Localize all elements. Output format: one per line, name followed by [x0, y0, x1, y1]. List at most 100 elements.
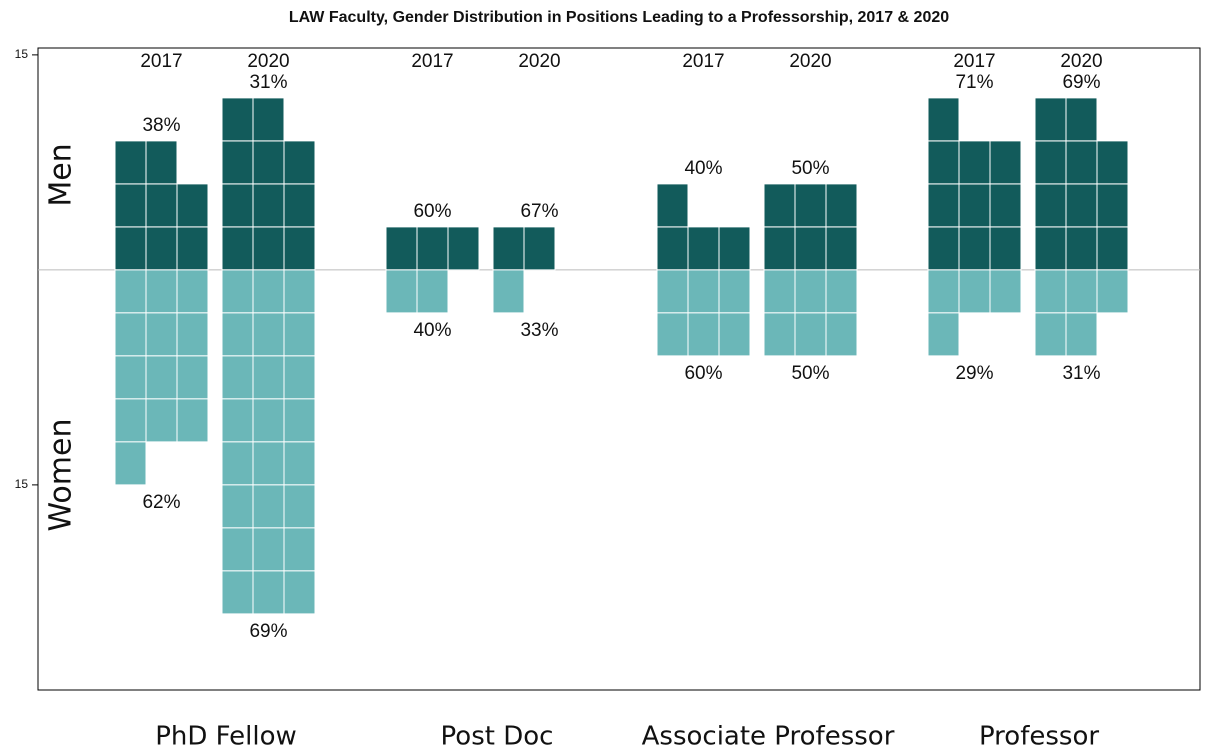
- waffle-cell: [989, 183, 1022, 228]
- waffle-cell: [718, 226, 751, 271]
- value-label: 71%: [955, 72, 993, 93]
- waffle-cell: [492, 226, 525, 271]
- waffle-cell: [221, 398, 254, 443]
- value-label: 31%: [1062, 363, 1100, 384]
- waffle-cell: [989, 269, 1022, 314]
- waffle-cell: [145, 312, 178, 357]
- year-label: 2017: [953, 51, 995, 72]
- waffle-cell: [656, 226, 689, 271]
- waffle-cell: [114, 226, 147, 271]
- waffle-cell: [989, 226, 1022, 271]
- waffle-cell: [794, 226, 827, 271]
- value-label: 40%: [684, 158, 722, 179]
- waffle-cell: [114, 269, 147, 314]
- waffle-cell: [794, 269, 827, 314]
- waffle-cell: [283, 269, 316, 314]
- value-label: 69%: [249, 621, 287, 642]
- waffle-cell: [252, 312, 285, 357]
- waffle-cell: [283, 183, 316, 228]
- waffle-cell: [145, 183, 178, 228]
- category-label: PhD Fellow: [155, 722, 297, 751]
- waffle-cell: [1065, 183, 1098, 228]
- waffle-cell: [221, 269, 254, 314]
- value-label: 60%: [684, 363, 722, 384]
- waffle-cell: [221, 355, 254, 400]
- waffle-cell: [114, 398, 147, 443]
- value-label: 31%: [249, 72, 287, 93]
- waffle-cell: [687, 312, 720, 357]
- waffle-cell: [927, 183, 960, 228]
- waffle-cell: [927, 97, 960, 142]
- waffle-cell: [656, 269, 689, 314]
- waffle-cell: [416, 269, 449, 314]
- waffle-cell: [114, 140, 147, 185]
- waffle-cell: [114, 355, 147, 400]
- waffle-cell: [825, 226, 858, 271]
- waffle-cell: [221, 97, 254, 142]
- waffle-cell: [221, 226, 254, 271]
- waffle-cell: [252, 269, 285, 314]
- series-label: Women: [44, 419, 79, 532]
- waffle-cell: [283, 398, 316, 443]
- year-label: 2020: [247, 51, 289, 72]
- waffle-cell: [1034, 183, 1067, 228]
- year-label: 2017: [682, 51, 724, 72]
- waffle-cell: [283, 226, 316, 271]
- waffle-cell: [283, 527, 316, 572]
- waffle-cell: [927, 312, 960, 357]
- waffle-cell: [763, 269, 796, 314]
- waffle-cell: [447, 226, 480, 271]
- waffle-cell: [763, 312, 796, 357]
- waffle-cell: [221, 312, 254, 357]
- waffle-cell: [1034, 97, 1067, 142]
- year-label: 2020: [789, 51, 831, 72]
- category-label: Associate Professor: [642, 722, 895, 751]
- y-tick-label: 15: [15, 47, 29, 61]
- waffle-cell: [718, 269, 751, 314]
- waffle-cell: [176, 398, 209, 443]
- waffle-cell: [252, 97, 285, 142]
- waffle-cell: [176, 183, 209, 228]
- waffle-cell: [1034, 226, 1067, 271]
- value-label: 69%: [1062, 72, 1100, 93]
- waffle-cell: [1096, 226, 1129, 271]
- waffle-cell: [283, 484, 316, 529]
- value-label: 62%: [142, 492, 180, 513]
- value-label: 50%: [791, 363, 829, 384]
- waffle-cell: [145, 355, 178, 400]
- value-label: 33%: [520, 320, 558, 341]
- waffle-cell: [145, 226, 178, 271]
- waffle-cell: [1065, 140, 1098, 185]
- waffle-cell: [114, 312, 147, 357]
- value-label: 67%: [520, 201, 558, 222]
- waffle-cell: [221, 441, 254, 486]
- waffle-cell: [763, 226, 796, 271]
- waffle-cell: [221, 527, 254, 572]
- waffle-cell: [283, 355, 316, 400]
- waffle-cell: [385, 269, 418, 314]
- chart-title: LAW Faculty, Gender Distribution in Posi…: [289, 9, 949, 26]
- waffle-cell: [763, 183, 796, 228]
- waffle-cell: [145, 398, 178, 443]
- waffle-cell: [283, 570, 316, 615]
- waffle-cell: [1096, 269, 1129, 314]
- waffle-cell: [176, 355, 209, 400]
- waffle-cell: [927, 226, 960, 271]
- waffle-cell: [958, 140, 991, 185]
- waffle-cell: [145, 140, 178, 185]
- waffle-cell: [252, 484, 285, 529]
- waffle-cell: [958, 226, 991, 271]
- waffle-cell: [283, 312, 316, 357]
- waffle-cell: [1034, 140, 1067, 185]
- waffle-cell: [1096, 183, 1129, 228]
- waffle-cell: [283, 441, 316, 486]
- waffle-cell: [927, 269, 960, 314]
- waffle-cell: [176, 269, 209, 314]
- waffle-cell: [252, 441, 285, 486]
- waffle-cell: [825, 183, 858, 228]
- year-label: 2020: [1060, 51, 1102, 72]
- waffle-cell: [1096, 140, 1129, 185]
- plot-frame: [37, 47, 1201, 691]
- waffle-cell: [221, 183, 254, 228]
